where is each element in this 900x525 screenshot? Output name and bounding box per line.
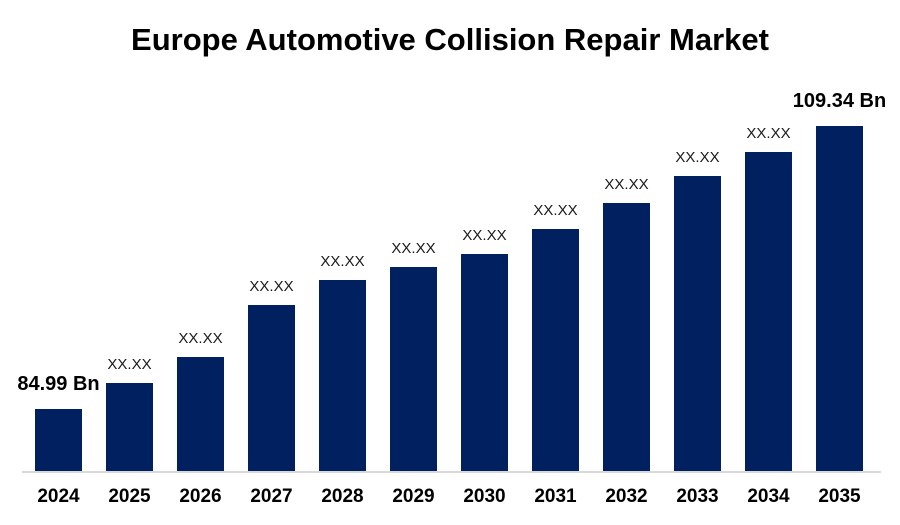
bar-column-2033: XX.XX: [674, 100, 721, 471]
bar-value-label-2026: XX.XX: [178, 330, 223, 347]
x-axis-labels: 2024 2025 2026 2027 2028 2029 2030 2031 2032 2033…: [22, 486, 881, 508]
bar-column-2027: XX.XX: [248, 100, 295, 471]
bar-2034: [745, 152, 792, 471]
bar-value-label-2033: XX.XX: [675, 149, 720, 166]
x-tick-label-2035: 2035: [818, 486, 861, 507]
x-tick-label-2031: 2031: [534, 486, 577, 507]
bar-column-2029: XX.XX: [390, 100, 437, 471]
bar-2033: [674, 176, 721, 471]
x-tick-label-2025: 2025: [108, 486, 151, 507]
bar-column-2032: XX.XX: [603, 100, 650, 471]
bar-value-label-2035: 109.34 Bn: [792, 90, 887, 112]
bar-column-2031: XX.XX: [532, 100, 579, 471]
bar-column-2024: 84.99 Bn: [17, 100, 100, 471]
bar-column-2028: XX.XX: [319, 100, 366, 471]
bar-2028: [319, 280, 366, 471]
x-tick-label-2034: 2034: [747, 486, 790, 507]
bar-value-label-2028: XX.XX: [320, 253, 365, 270]
bar-value-label-2031: XX.XX: [533, 202, 578, 219]
bar-column-2030: XX.XX: [461, 100, 508, 471]
bar-column-2026: XX.XX: [177, 100, 224, 471]
x-tick-label-2028: 2028: [321, 486, 364, 507]
bar-2026: [177, 357, 224, 471]
x-tick-label-2033: 2033: [676, 486, 719, 507]
bar-value-label-2025: XX.XX: [107, 356, 152, 373]
bar-2035: [816, 126, 863, 471]
chart-title: Europe Automotive Collision Repair Marke…: [131, 22, 769, 57]
x-tick-label-2032: 2032: [605, 486, 648, 507]
bar-column-2025: XX.XX: [106, 100, 153, 471]
x-tick-label-2029: 2029: [392, 486, 435, 507]
bar-column-2034: XX.XX: [745, 100, 792, 471]
bar-2029: [390, 267, 437, 471]
bar-value-label-2027: XX.XX: [249, 278, 294, 295]
x-axis-line: [22, 471, 881, 473]
bar-column-2035: 109.34 Bn: [793, 90, 886, 471]
bar-2032: [603, 203, 650, 471]
bar-2027: [248, 305, 295, 471]
bar-value-label-2032: XX.XX: [604, 176, 649, 193]
bar-2024: [35, 409, 82, 471]
plot-area: 84.99 Bn XX.XX XX.XX XX.XX XX.XX XX.XX XX.XX XX…: [17, 90, 886, 471]
bar-2025: [106, 383, 153, 471]
x-tick-label-2030: 2030: [463, 486, 506, 507]
bar-value-label-2029: XX.XX: [391, 240, 436, 257]
x-tick-label-2024: 2024: [37, 486, 80, 507]
bar-2031: [532, 229, 579, 471]
bar-value-label-2034: XX.XX: [746, 125, 791, 142]
bar-value-label-2030: XX.XX: [462, 227, 507, 244]
bar-2030: [461, 254, 508, 471]
x-tick-label-2026: 2026: [179, 486, 222, 507]
x-tick-label-2027: 2027: [250, 486, 293, 507]
bar-value-label-2024: 84.99 Bn: [17, 373, 100, 395]
